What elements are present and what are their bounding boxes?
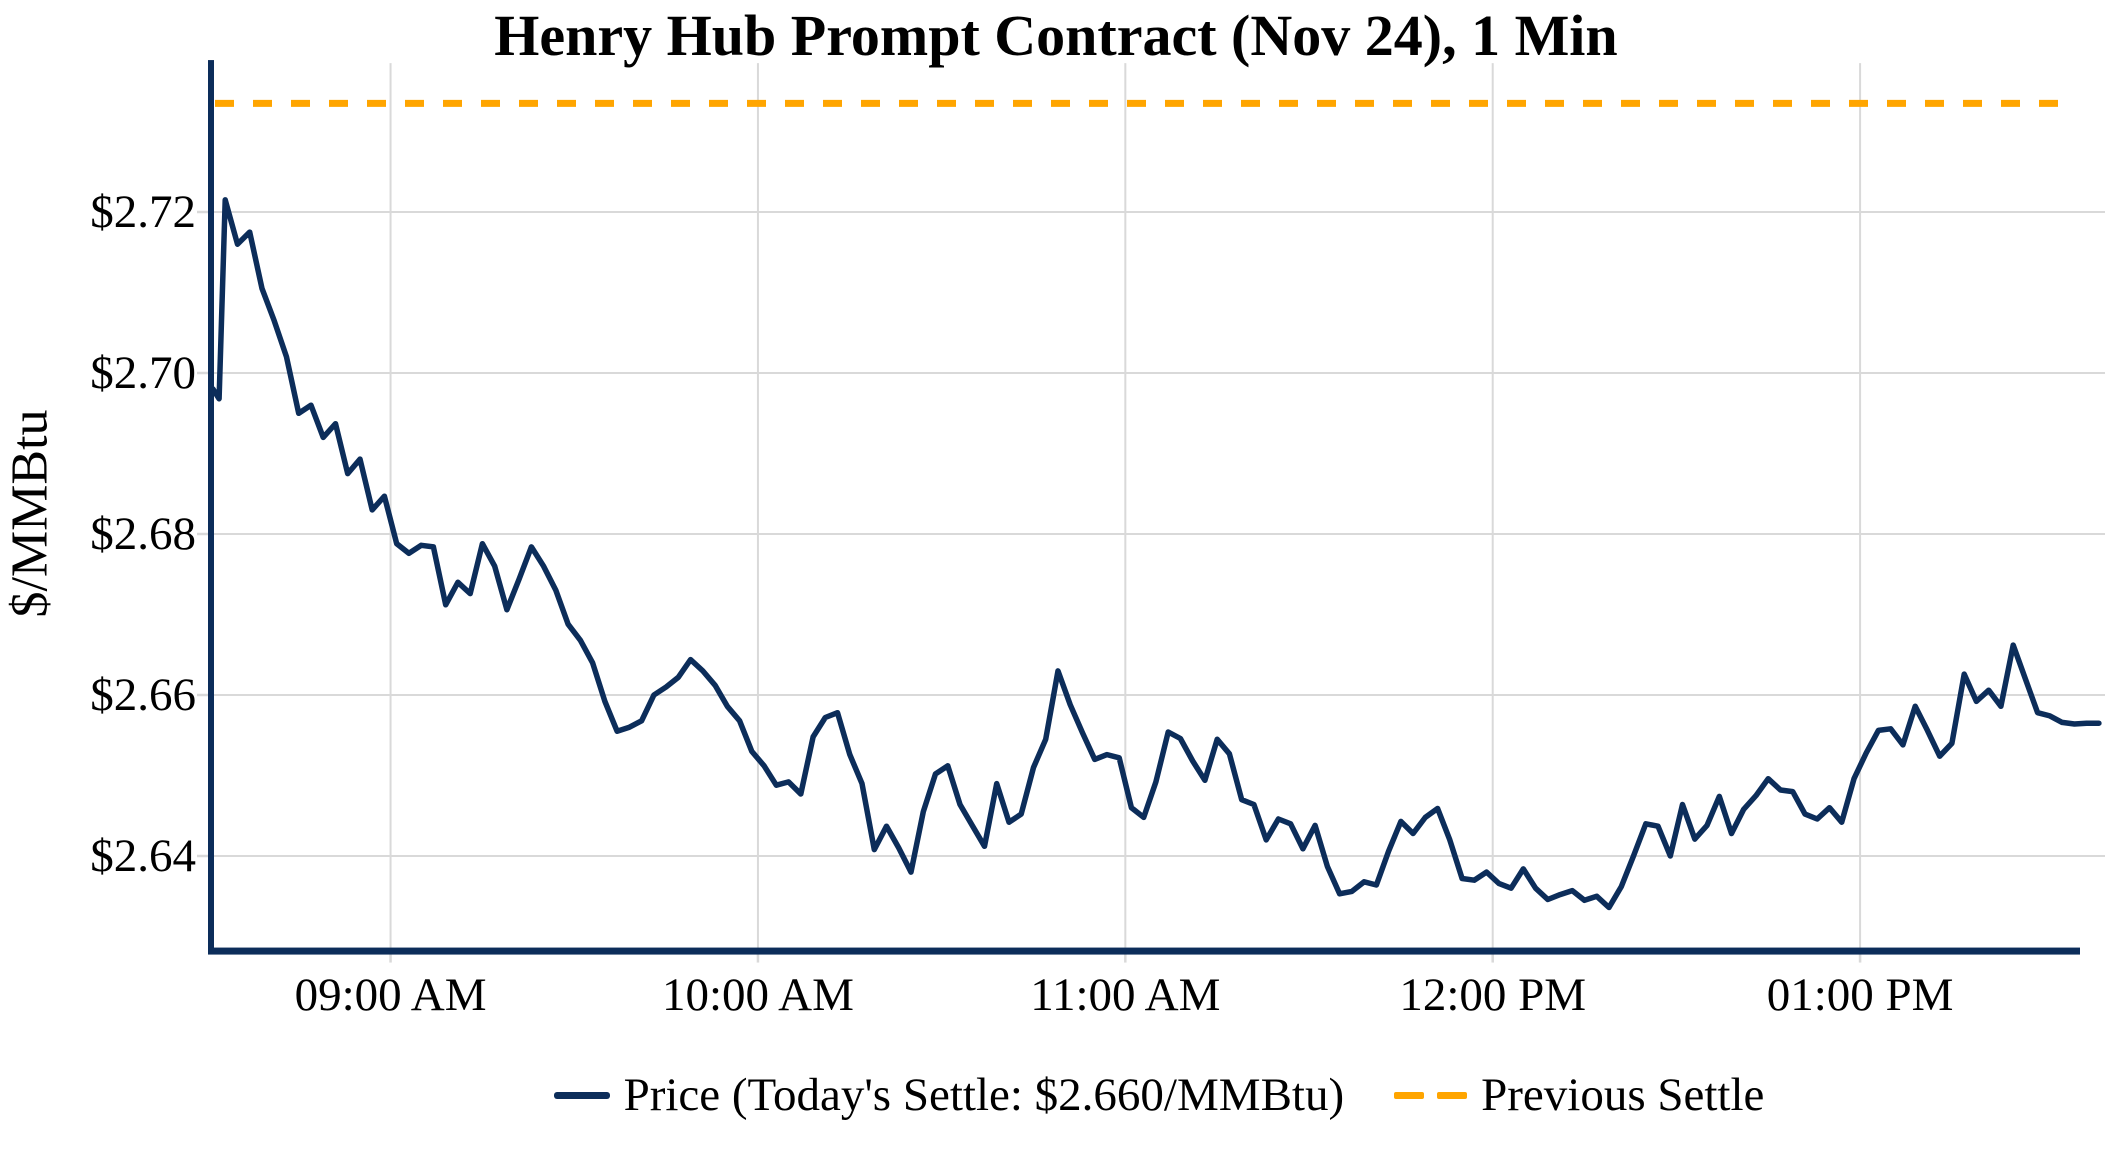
y-tick-label: $2.72 bbox=[90, 186, 196, 238]
y-axis-spine bbox=[208, 60, 214, 952]
y-tick-label: $2.68 bbox=[90, 508, 196, 560]
y-tick-label: $2.66 bbox=[90, 669, 196, 721]
x-tick-label: 09:00 AM bbox=[294, 969, 487, 1021]
x-tick-label: 11:00 AM bbox=[1030, 969, 1221, 1021]
legend-previous-settle-label: Previous Settle bbox=[1481, 1069, 1765, 1121]
legend-item-price: Price (Today's Settle: $2.660/MMBtu) bbox=[553, 1068, 1345, 1122]
x-tick-label: 10:00 AM bbox=[661, 969, 854, 1021]
x-tick-label: 01:00 PM bbox=[1766, 969, 1954, 1021]
y-tick-label: $2.64 bbox=[90, 830, 196, 882]
chart-title: Henry Hub Prompt Contract (Nov 24), 1 Mi… bbox=[494, 3, 1618, 68]
legend: Price (Today's Settle: $2.660/MMBtu) Pre… bbox=[213, 1068, 2105, 1122]
price-line-swatch bbox=[553, 1091, 610, 1099]
y-tick-label: $2.70 bbox=[90, 347, 196, 399]
price-line bbox=[210, 197, 2102, 911]
previous-settle-dash-swatch bbox=[1394, 1091, 1468, 1099]
x-axis-spine bbox=[208, 947, 2080, 955]
legend-item-previous-settle: Previous Settle bbox=[1394, 1068, 1764, 1122]
x-tick-label: 12:00 PM bbox=[1399, 969, 1587, 1021]
legend-price-label: Price (Today's Settle: $2.660/MMBtu) bbox=[623, 1069, 1345, 1121]
